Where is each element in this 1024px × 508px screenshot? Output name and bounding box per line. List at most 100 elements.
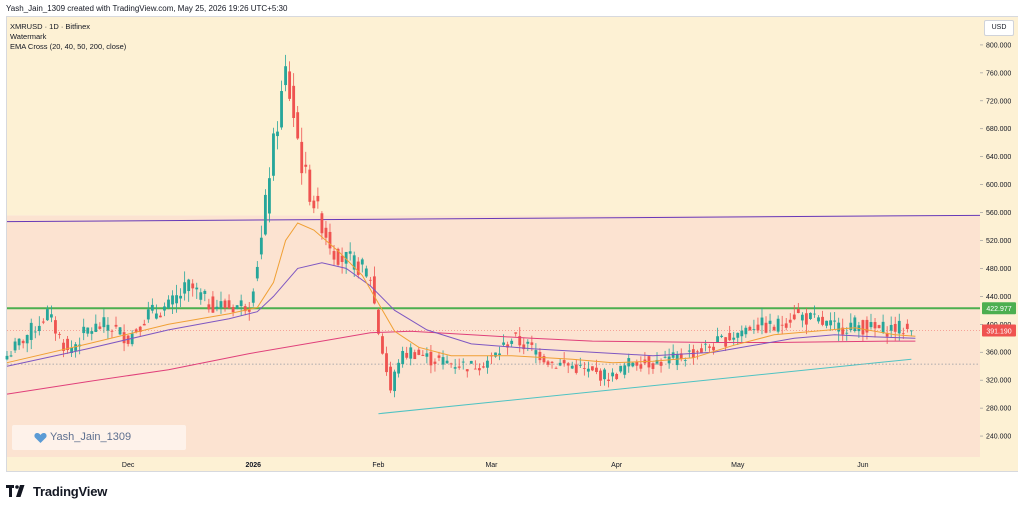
candle xyxy=(768,313,772,333)
price-axis-strip xyxy=(980,17,1018,471)
candle-body xyxy=(687,350,691,352)
currency-badge[interactable]: USD xyxy=(984,20,1014,36)
candle xyxy=(82,318,86,341)
candle xyxy=(748,325,752,331)
candle xyxy=(546,359,550,368)
candle xyxy=(582,361,586,376)
candle xyxy=(461,358,465,370)
candle-body xyxy=(433,361,437,364)
candle xyxy=(813,305,816,318)
x-tick-label: Dec xyxy=(122,462,135,469)
ema-layer xyxy=(6,222,916,395)
candle-body xyxy=(255,266,259,279)
candle xyxy=(352,251,356,277)
candle-body xyxy=(219,301,223,308)
candle-body xyxy=(445,360,449,364)
candle-body xyxy=(9,355,13,357)
candle-body xyxy=(885,333,889,337)
candle xyxy=(433,358,437,372)
legend-indicator[interactable]: EMA Cross (20, 40, 50, 200, close) xyxy=(10,42,127,51)
candle-body xyxy=(284,66,287,86)
candle-body xyxy=(780,324,784,326)
candle xyxy=(603,367,606,386)
candle xyxy=(486,355,489,374)
candle xyxy=(401,346,405,368)
candle-body xyxy=(259,237,263,255)
candle xyxy=(356,257,360,279)
candle xyxy=(784,317,788,331)
candle-body xyxy=(360,259,364,265)
candle xyxy=(247,301,251,321)
candle-body xyxy=(849,322,853,331)
candle xyxy=(21,339,25,349)
candle xyxy=(17,338,21,350)
candle xyxy=(619,365,623,374)
legend-symbol[interactable]: XMRUSD · 1D · Bitfinex xyxy=(10,22,91,31)
candle xyxy=(316,187,320,209)
tradingview-logo-icon xyxy=(6,485,25,497)
candle-body xyxy=(150,304,154,311)
tradingview-footer[interactable]: TradingView xyxy=(6,483,107,499)
candle-body xyxy=(901,333,905,335)
candle-body xyxy=(514,332,518,334)
candle xyxy=(671,344,675,360)
candle xyxy=(312,195,316,214)
candle-body xyxy=(183,282,187,294)
candle-body xyxy=(377,309,380,334)
candle-body xyxy=(21,340,25,344)
candle-body xyxy=(336,248,340,265)
candle xyxy=(825,320,828,329)
candle xyxy=(534,343,538,364)
candle xyxy=(425,347,429,364)
candle-body xyxy=(207,304,211,310)
candle xyxy=(114,316,118,329)
candle-body xyxy=(776,318,780,332)
candle-body xyxy=(704,343,707,345)
candle-body xyxy=(792,314,796,320)
candle xyxy=(235,304,239,310)
candle xyxy=(700,343,703,354)
candle-body xyxy=(873,322,877,329)
candle-body xyxy=(187,279,191,292)
legend-watermark[interactable]: Watermark xyxy=(10,32,47,41)
candle-body xyxy=(122,332,126,344)
candle xyxy=(611,368,615,382)
candle xyxy=(163,302,166,317)
candle xyxy=(142,319,146,326)
candle-body xyxy=(897,320,901,334)
candle-body xyxy=(716,336,719,343)
candle-body xyxy=(550,361,554,363)
candle xyxy=(481,362,485,369)
candle xyxy=(615,372,619,381)
candle xyxy=(195,282,199,299)
candle xyxy=(74,342,78,358)
candle xyxy=(542,353,546,365)
candle xyxy=(272,127,275,181)
candle-body xyxy=(821,316,824,325)
labels-layer: 422.977 391.190 xyxy=(982,302,1016,337)
candle-body xyxy=(748,326,752,331)
candle-body xyxy=(348,251,352,254)
ema-slow-line xyxy=(6,262,916,367)
candle-body xyxy=(764,322,768,333)
candle-body xyxy=(817,317,820,322)
candle-body xyxy=(409,347,413,359)
candle-body xyxy=(29,322,33,340)
candle-body xyxy=(546,361,550,365)
candle-body xyxy=(542,356,546,363)
heart-icon xyxy=(34,433,47,443)
candle xyxy=(683,357,687,367)
candle-body xyxy=(110,330,114,332)
candle-body xyxy=(118,327,122,335)
candle xyxy=(98,322,102,330)
candle xyxy=(449,362,453,368)
candle xyxy=(94,314,98,333)
candle xyxy=(368,276,372,286)
y-tick-label: 280.000 xyxy=(986,406,1011,413)
time-axis-strip xyxy=(7,457,980,471)
candle xyxy=(70,340,74,358)
candle-body xyxy=(599,370,602,381)
candle xyxy=(905,319,909,333)
candle xyxy=(207,298,211,313)
